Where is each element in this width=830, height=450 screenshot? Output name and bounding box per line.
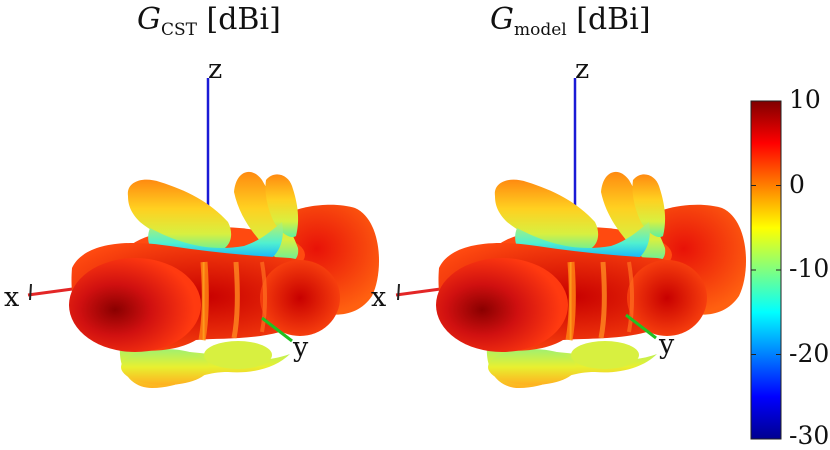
colorbar-tick-label: 10 bbox=[789, 85, 821, 114]
panel-model-pattern bbox=[395, 78, 746, 388]
panel-cst-pattern bbox=[27, 78, 379, 388]
title-model: Gmodel [dBi] bbox=[490, 2, 651, 40]
axis-label-x: x bbox=[4, 282, 20, 313]
colorbar-tick-label: -10 bbox=[789, 254, 830, 283]
title-unit: [dBi] bbox=[576, 2, 651, 37]
colorbar-tick-label: 0 bbox=[789, 170, 805, 199]
axis-label-z: z bbox=[208, 54, 223, 85]
x-axis-line bbox=[27, 286, 81, 297]
axis-label-x: x bbox=[371, 282, 387, 313]
axis-label-z: z bbox=[575, 54, 590, 85]
radiation-pattern-model bbox=[436, 172, 746, 388]
x-axis-tick bbox=[397, 283, 400, 301]
title-unit: [dBi] bbox=[206, 2, 281, 37]
title-symbol: G bbox=[137, 2, 161, 37]
x-axis-tick bbox=[29, 283, 32, 301]
y-axis-line bbox=[261, 316, 293, 343]
axis-label-y: y bbox=[293, 332, 309, 363]
title-symbol: G bbox=[490, 2, 514, 37]
axis-label-y: y bbox=[659, 329, 675, 360]
colorbar bbox=[750, 100, 782, 440]
y-axis-line bbox=[625, 313, 657, 340]
title-subscript: model bbox=[513, 20, 567, 40]
colorbar-tick-label: -30 bbox=[789, 421, 830, 450]
colorbar-tick-label: -20 bbox=[789, 339, 830, 368]
title-cst: GCST [dBi] bbox=[137, 2, 281, 40]
colorbar-ticks bbox=[751, 100, 781, 440]
radiation-pattern-cst bbox=[69, 172, 379, 388]
title-subscript: CST bbox=[160, 20, 197, 40]
